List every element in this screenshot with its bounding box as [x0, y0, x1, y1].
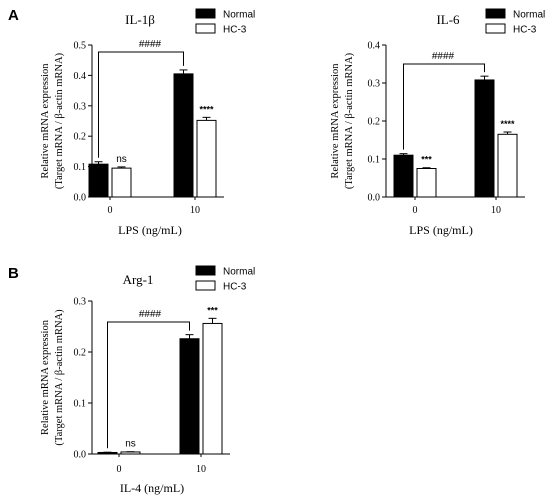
y-tick-label: 0.2	[74, 132, 87, 143]
bar-normal	[88, 163, 109, 198]
y-axis-label-line: Relative mRNA expression	[330, 63, 341, 179]
comparison-bracket	[98, 51, 184, 158]
y-axis-label-line: Relative mRNA expression	[40, 63, 51, 179]
panel-label-b: B	[8, 265, 19, 282]
y-tick-label: 0.3	[74, 101, 87, 112]
chart-il1b: IL-1β Relative mRNA expression (Target mRN…	[40, 8, 255, 237]
y-tick-label: 0.2	[74, 348, 87, 359]
bar-normal	[474, 79, 495, 198]
y-axis-label-line: (Target mRNA / β-actin mRNA)	[54, 309, 65, 446]
legend-label: HC-3	[223, 25, 247, 36]
y-tick-label: 0.3	[74, 297, 87, 308]
y-tick-label: 0.5	[74, 41, 87, 52]
legend-swatch-normal	[485, 8, 506, 19]
bracket-label: ####	[432, 51, 455, 62]
y-tick-label: 0.0	[368, 193, 381, 204]
y-axis-label-line: (Target mRNA / β-actin mRNA)	[54, 52, 65, 189]
comparison-bracket	[403, 63, 485, 150]
y-tick-label: 0.2	[368, 117, 381, 128]
x-tick-label: 10	[190, 205, 200, 216]
x-tick-label: 0	[413, 205, 418, 216]
significance-label: ns	[125, 439, 136, 450]
legend-swatch-normal	[195, 265, 216, 276]
significance-label: ***	[207, 305, 218, 315]
bracket-label: ####	[139, 39, 162, 50]
x-tick-label: 10	[491, 205, 501, 216]
chart-arg1: Arg-1 Relative mRNA expression (Target mRN…	[40, 265, 255, 495]
y-axis-label-line: (Target mRNA / β-actin mRNA)	[344, 52, 355, 189]
panel-label-a: A	[8, 7, 19, 24]
y-tick-label: 0.3	[368, 79, 381, 90]
significance-label: ***	[421, 155, 432, 165]
bar-hc3	[111, 167, 132, 198]
bracket-label: ####	[139, 309, 162, 320]
chart-title: Arg-1	[123, 272, 154, 287]
y-tick-label: 0.4	[368, 41, 381, 52]
legend-label: Normal	[513, 10, 545, 21]
y-tick-label: 0.1	[74, 399, 87, 410]
y-axis-label-group: Relative mRNA expression (Target mRNA / β…	[40, 52, 65, 189]
legend-label: HC-3	[223, 282, 247, 293]
bar-hc3	[497, 133, 518, 198]
legend-swatch-hc3	[485, 23, 506, 34]
y-axis-label-group: Relative mRNA expression (Target mRNA / β…	[330, 52, 355, 189]
x-tick-label: 10	[196, 464, 206, 475]
y-tick-label: 0.4	[74, 71, 87, 82]
comparison-bracket	[107, 321, 190, 449]
significance-label: ****	[199, 104, 214, 114]
y-tick-label: 0.1	[74, 162, 87, 173]
bar-hc3	[202, 322, 223, 455]
y-axis-label-line: Relative mRNA expression	[40, 319, 51, 435]
bar-hc3	[120, 451, 141, 455]
significance-label: ns	[116, 154, 127, 165]
legend-label: HC-3	[513, 25, 537, 36]
y-tick-label: 0.0	[74, 193, 87, 204]
bar-hc3	[416, 168, 437, 198]
y-axis-label-group: Relative mRNA expression (Target mRNA / β…	[40, 309, 65, 446]
y-tick-label: 0.1	[368, 155, 381, 166]
chart-il6: IL-6 Relative mRNA expression (Target mRNA…	[330, 8, 545, 237]
y-tick-label: 0.0	[74, 450, 87, 461]
legend-swatch-hc3	[195, 280, 216, 291]
x-axis-label: LPS (ng/mL)	[118, 223, 182, 237]
bar-hc3	[196, 119, 217, 198]
legend-label: Normal	[223, 10, 255, 21]
legend-swatch-hc3	[195, 23, 216, 34]
x-axis-label: IL-4 (ng/mL)	[120, 481, 184, 495]
x-tick-label: 0	[117, 464, 122, 475]
x-axis-label: LPS (ng/mL)	[409, 223, 473, 237]
bar-normal	[393, 154, 414, 198]
legend-label: Normal	[223, 267, 255, 278]
bar-normal	[179, 338, 200, 455]
chart-title: IL-6	[436, 12, 460, 27]
bar-normal	[173, 73, 194, 198]
significance-label: ****	[500, 119, 515, 129]
x-tick-label: 0	[108, 205, 113, 216]
legend-swatch-normal	[195, 8, 216, 19]
chart-title: IL-1β	[125, 12, 155, 27]
